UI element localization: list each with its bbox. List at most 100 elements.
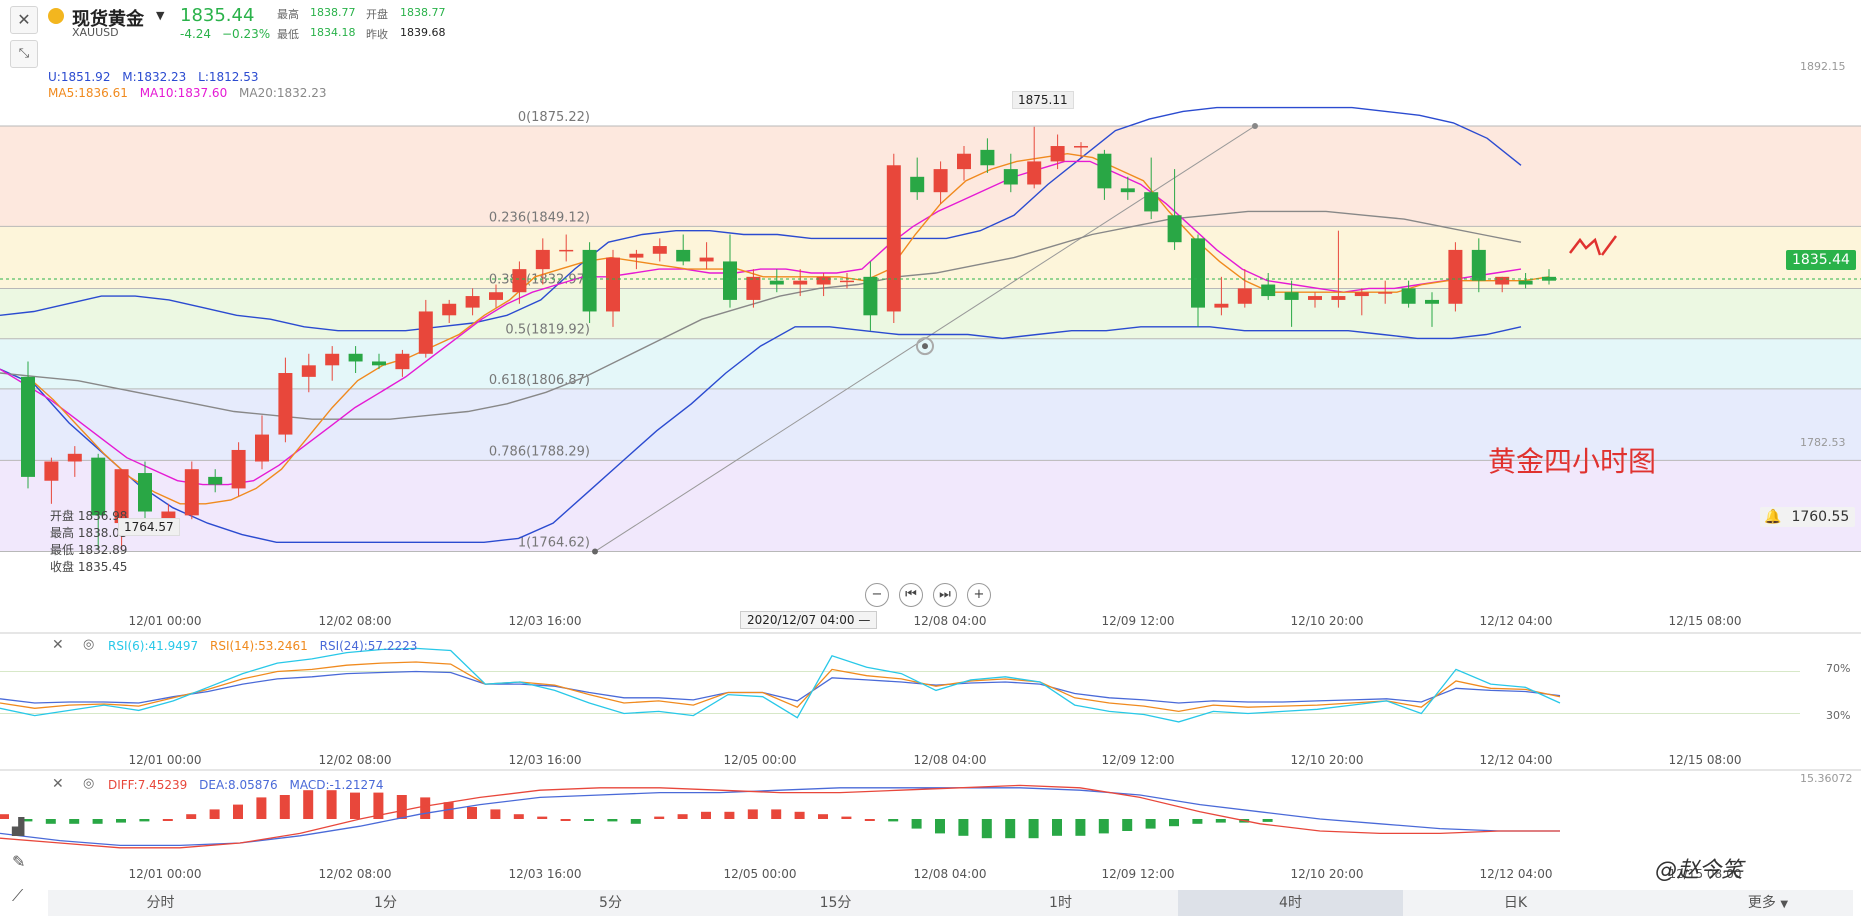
- indicator-icon[interactable]: ▟: [12, 817, 25, 836]
- macd-bar: [69, 819, 80, 824]
- rsi-x-tick-label: 12/15 08:00: [1669, 753, 1742, 767]
- candle-body: [1354, 292, 1369, 297]
- high-label: 最高: [277, 8, 299, 21]
- candle-body: [1003, 169, 1018, 185]
- macd-bar: [0, 814, 9, 819]
- macd-bar: [654, 816, 665, 819]
- macd-settings-icon[interactable]: ◎: [83, 776, 95, 791]
- tooltip-open: 开盘 1836.98: [50, 509, 128, 523]
- rsi-settings-icon[interactable]: ◎: [83, 637, 95, 652]
- macd-bar: [794, 811, 805, 819]
- macd-bar: [209, 809, 220, 819]
- candle-body: [208, 476, 223, 485]
- close-icon: ✕: [17, 10, 31, 29]
- macd-bar: [888, 819, 899, 822]
- right-axis-mid: 1782.53: [1800, 436, 1846, 449]
- macd-bar: [350, 792, 360, 819]
- boll-upper-line: [0, 106, 1522, 332]
- tab-4h[interactable]: 4时: [1178, 890, 1403, 916]
- candle-body: [1471, 249, 1486, 281]
- prev-close-value: 1839.68: [400, 26, 446, 39]
- macd-x-tick-label: 12/02 08:00: [319, 867, 392, 881]
- tab-daily[interactable]: 日K: [1503, 895, 1528, 911]
- candle-body: [489, 292, 503, 300]
- open-value: 1838.77: [400, 6, 446, 19]
- price-alert[interactable]: 🔔 1760.55: [1760, 507, 1856, 527]
- macd-bar: [935, 819, 945, 834]
- collapse-button[interactable]: ⤡: [10, 40, 38, 68]
- rsi-axis-30: 30%: [1826, 709, 1851, 722]
- macd-bar: [958, 819, 969, 836]
- candle-body: [1074, 146, 1088, 148]
- fib-label: 0.618(1806.87): [489, 373, 590, 388]
- rsi-x-tick-label: 12/12 04:00: [1480, 753, 1553, 767]
- fib-band: [0, 338, 1861, 389]
- trend-line-icon[interactable]: ⟋: [12, 886, 24, 905]
- candle-body: [559, 249, 574, 252]
- x-tick-label: 12/02 08:00: [319, 614, 392, 628]
- candle-body: [1448, 249, 1463, 304]
- watermark: @赵今笑: [1655, 858, 1744, 883]
- macd-bar: [186, 814, 197, 819]
- boll-lower-line: [0, 326, 1522, 543]
- macd-diff-label: DIFF:7.45239: [108, 778, 188, 792]
- tab-1h[interactable]: 1时: [1049, 895, 1072, 911]
- high-marker-label: 1875.11: [1012, 91, 1074, 109]
- x-tick-label: 12/01 00:00: [129, 614, 202, 628]
- candle-body: [512, 269, 527, 293]
- rsi-x-tick-label: 12/03 16:00: [509, 753, 582, 767]
- scroll-right-button[interactable]: ⏭: [933, 583, 957, 607]
- close-button[interactable]: ✕: [10, 6, 38, 34]
- tab-fenshi[interactable]: 分时: [146, 895, 175, 911]
- fib-anchor-point: [592, 548, 598, 555]
- x-tick-label: 12/12 04:00: [1480, 614, 1553, 628]
- candle-body: [816, 276, 831, 285]
- trend-arrow: [1569, 237, 1602, 256]
- macd-bar: [513, 814, 524, 819]
- low-value: 1834.18: [310, 26, 356, 39]
- macd-bar: [1262, 819, 1273, 822]
- draw-pen-icon[interactable]: ✎: [12, 852, 26, 871]
- zoom-in-button[interactable]: +: [967, 583, 991, 607]
- ma5-line: [27, 152, 1550, 505]
- tab-5min[interactable]: 5分: [599, 895, 622, 911]
- macd-x-tick-label: 12/05 00:00: [724, 867, 797, 881]
- candle-body: [910, 176, 925, 193]
- macd-bar: [233, 804, 243, 819]
- scroll-left-button[interactable]: ⏮: [899, 583, 923, 607]
- candle-body: [44, 461, 59, 481]
- more-button[interactable]: 更多 ▼: [1708, 890, 1828, 916]
- x-tick-label: 12/10 20:00: [1291, 614, 1364, 628]
- macd-bar: [490, 809, 501, 819]
- tab-15min[interactable]: 15分: [819, 895, 852, 911]
- fib-band: [0, 388, 1861, 461]
- macd-close-icon[interactable]: ✕: [52, 776, 64, 792]
- macd-x-tick-label: 12/01 00:00: [129, 867, 202, 881]
- macd-bar: [92, 819, 103, 824]
- rsi-x-tick-label: 12/02 08:00: [319, 753, 392, 767]
- macd-bar: [1145, 819, 1156, 829]
- instrument-name[interactable]: 现货黄金: [72, 9, 144, 30]
- chevron-down-icon[interactable]: ▼: [156, 9, 165, 22]
- tab-1min[interactable]: 1分: [374, 895, 397, 911]
- zoom-out-button[interactable]: −: [865, 583, 889, 607]
- candle-body: [676, 249, 691, 262]
- macd-bar: [1028, 819, 1039, 839]
- fib-band: [0, 125, 1861, 227]
- boll-legend: U:1851.92 M:1832.23 L:1812.53: [48, 70, 267, 84]
- rsi6-label: RSI(6):41.9497: [108, 639, 199, 653]
- prev-close-label: 昨收: [366, 28, 388, 41]
- candle-body: [1120, 188, 1135, 193]
- alert-price-value: 1760.55: [1791, 509, 1850, 525]
- macd-dea-line: [0, 787, 1560, 847]
- current-price-tag: 1835.44: [1786, 250, 1856, 270]
- rsi-close-icon[interactable]: ✕: [52, 637, 64, 653]
- candle-body: [301, 365, 316, 377]
- candle-body: [863, 276, 878, 316]
- trend-arrow: [1600, 235, 1618, 256]
- macd-bar: [747, 809, 758, 819]
- macd-bar: [841, 816, 852, 819]
- macd-bar: [560, 819, 571, 821]
